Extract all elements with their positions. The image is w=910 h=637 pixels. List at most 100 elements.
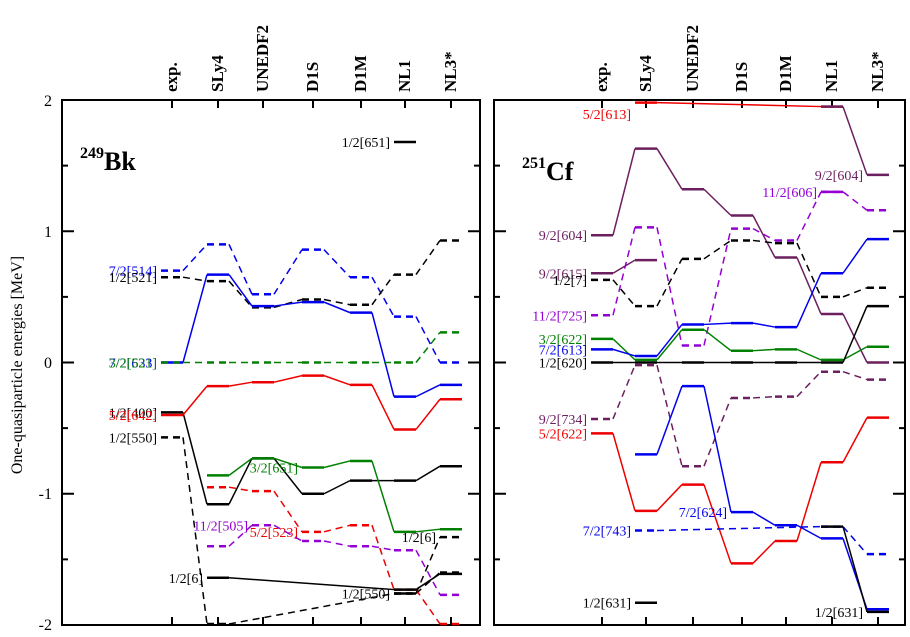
orbital-label: 1/2[550] bbox=[109, 431, 157, 446]
connector bbox=[228, 577, 395, 591]
series: 7/2[624] bbox=[635, 384, 889, 611]
orbital-label: 7/2[633] bbox=[109, 357, 157, 372]
orbital-label: 3/2[651] bbox=[250, 462, 298, 477]
orbital-label: 7/2[613] bbox=[539, 343, 587, 358]
column-label: D1S bbox=[303, 62, 322, 92]
connector bbox=[273, 457, 303, 469]
connector bbox=[656, 101, 822, 108]
connector bbox=[703, 228, 732, 346]
series: 11/2[725] bbox=[532, 190, 889, 347]
connector bbox=[703, 484, 732, 564]
connector bbox=[182, 243, 208, 272]
connector bbox=[752, 511, 776, 526]
connector bbox=[415, 589, 441, 625]
column-label: NL3* bbox=[441, 51, 460, 92]
connector bbox=[612, 348, 636, 357]
orbital-label: 1/2[400] bbox=[109, 406, 157, 421]
connector bbox=[842, 106, 868, 176]
connector bbox=[228, 457, 253, 505]
connector bbox=[656, 323, 683, 357]
connector bbox=[415, 240, 441, 275]
column-label: D1M bbox=[351, 55, 370, 92]
connector bbox=[612, 227, 636, 316]
connector bbox=[842, 313, 868, 363]
column-label: exp. bbox=[592, 62, 611, 92]
connector bbox=[371, 312, 395, 397]
connector bbox=[323, 374, 351, 386]
connector bbox=[371, 274, 395, 306]
panel-bk249: exp. SLy4 UNEDF2 D1S D1M NL1 NL3* 7/2[514]1/2[… bbox=[61, 25, 481, 626]
element-symbol: Cf bbox=[546, 157, 574, 186]
mass-number: 249 bbox=[80, 145, 104, 162]
connector bbox=[656, 385, 683, 455]
connector bbox=[842, 238, 868, 274]
panel-cf251: exp. SLy4 UNEDF2 D1S D1M NL1 NL3* 9/2[604] 9/2[… bbox=[493, 25, 906, 626]
connector bbox=[842, 305, 868, 363]
connector bbox=[371, 276, 395, 317]
connector bbox=[415, 549, 441, 596]
connector bbox=[228, 381, 253, 387]
connector bbox=[656, 329, 683, 361]
series: 9/2[615] bbox=[539, 258, 657, 282]
connector bbox=[182, 276, 208, 282]
connector bbox=[703, 397, 732, 467]
series: 3/2[651] bbox=[207, 457, 462, 534]
connector bbox=[323, 524, 351, 533]
column-label: exp. bbox=[162, 62, 181, 92]
connector bbox=[612, 259, 636, 274]
connector bbox=[752, 540, 776, 564]
connector bbox=[612, 148, 636, 236]
series: 1/2[651] bbox=[342, 136, 416, 151]
connector bbox=[228, 457, 253, 476]
series: 11/2[606] bbox=[762, 186, 843, 201]
connector bbox=[371, 384, 395, 430]
orbital-label: 5/2[642] bbox=[109, 409, 157, 424]
column-label: UNEDF2 bbox=[683, 25, 702, 92]
connector bbox=[182, 385, 208, 416]
series: 11/2[505] bbox=[193, 519, 462, 597]
connector bbox=[273, 301, 303, 307]
orbital-label: 1/2[6] bbox=[402, 531, 436, 546]
y-tick-label: 1 bbox=[44, 224, 52, 241]
series: 7/2[514] bbox=[109, 243, 462, 364]
series: 3/2[521] bbox=[109, 331, 462, 372]
series: 1/2[6] bbox=[169, 572, 462, 591]
orbital-label: 5/2[613] bbox=[583, 108, 631, 123]
connector bbox=[842, 526, 868, 555]
axis-ticks bbox=[494, 99, 905, 626]
series: 7/2[633] bbox=[109, 273, 462, 398]
connector bbox=[415, 536, 441, 594]
panel-title: 251Cf bbox=[522, 155, 574, 186]
connector bbox=[415, 398, 441, 430]
connector bbox=[656, 525, 822, 532]
orbital-label: 1/2[550] bbox=[342, 588, 390, 603]
connector bbox=[273, 490, 303, 533]
connector bbox=[323, 479, 351, 495]
y-tick-label: -1 bbox=[39, 486, 52, 503]
series-layer: 9/2[604]9/2[615]1/2[7]11/2[725]3/2[622]7… bbox=[532, 101, 889, 621]
connector bbox=[796, 257, 822, 315]
connector bbox=[703, 329, 732, 352]
column-label: SLy4 bbox=[208, 55, 227, 92]
connector bbox=[228, 274, 253, 307]
orbital-label: 11/2[606] bbox=[762, 186, 817, 201]
series: 1/2[631] bbox=[583, 597, 657, 612]
series: 1/2[620] bbox=[539, 304, 889, 372]
connector bbox=[228, 244, 253, 295]
column-label: UNEDF2 bbox=[253, 25, 272, 92]
connector bbox=[415, 384, 441, 398]
y-tick-label: 2 bbox=[44, 93, 52, 110]
orbital-label: 1/2[651] bbox=[342, 136, 390, 151]
series: 7/2[613] bbox=[539, 237, 889, 358]
mass-number: 251 bbox=[522, 155, 546, 172]
orbital-label: 7/2[624] bbox=[679, 506, 727, 521]
connector bbox=[323, 301, 351, 314]
connector bbox=[752, 395, 776, 399]
orbital-label: 9/2[604] bbox=[539, 229, 587, 244]
series: 5/2[613] bbox=[583, 101, 843, 123]
series: 1/2[521] bbox=[109, 239, 462, 309]
connector bbox=[612, 433, 636, 512]
connector bbox=[703, 322, 732, 326]
connector bbox=[842, 286, 868, 298]
